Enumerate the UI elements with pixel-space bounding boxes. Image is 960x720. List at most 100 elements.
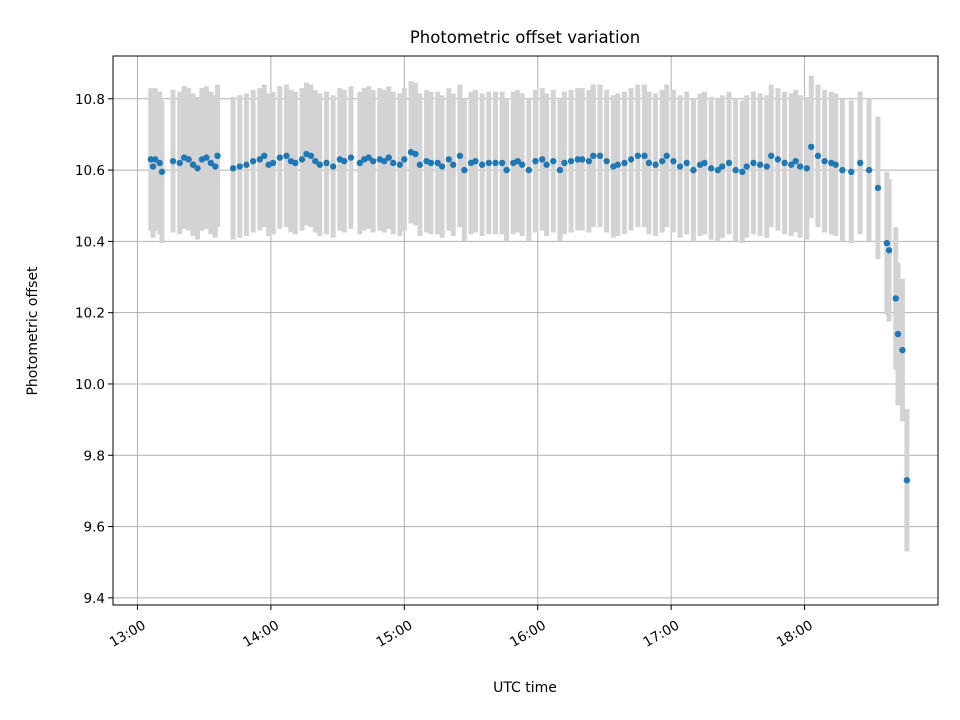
- data-point: [369, 157, 377, 165]
- data-point: [590, 152, 597, 160]
- data-point: [514, 157, 521, 165]
- data-point: [652, 161, 659, 168]
- y-tick-label: 9.4: [84, 591, 105, 607]
- data-point: [438, 163, 446, 170]
- data-point: [396, 161, 404, 168]
- data-point: [329, 163, 337, 170]
- data-point: [796, 163, 804, 170]
- data-point: [347, 154, 355, 161]
- data-point: [768, 152, 775, 160]
- data-point: [621, 159, 628, 167]
- y-tick-label: 10.4: [75, 234, 105, 250]
- data-point: [614, 161, 621, 168]
- data-point: [207, 159, 215, 167]
- data-point: [445, 156, 452, 163]
- y-tick-label: 9.6: [84, 520, 105, 536]
- data-point: [603, 157, 610, 165]
- data-point: [874, 184, 882, 192]
- y-tick-label: 10.2: [75, 306, 105, 322]
- data-point: [189, 161, 197, 168]
- data-point: [341, 157, 348, 165]
- y-tick-label: 10.0: [75, 377, 105, 393]
- data-point: [774, 156, 782, 163]
- data-point: [839, 166, 846, 174]
- y-axis: 9.4 9.6 9.8 10.0 10.2 10.4 10.6 10.8: [75, 92, 113, 607]
- data-point: [472, 157, 479, 165]
- data-point: [756, 161, 764, 168]
- data-point: [427, 159, 435, 167]
- data-point: [550, 157, 557, 165]
- data-point: [385, 154, 392, 161]
- data-point: [792, 157, 799, 165]
- data-point: [269, 159, 277, 167]
- data-point: [389, 159, 397, 167]
- data-point: [323, 159, 330, 167]
- data-point: [478, 161, 486, 168]
- data-point: [892, 295, 899, 302]
- data-point: [461, 166, 468, 174]
- data-point: [808, 143, 815, 151]
- data-point: [645, 159, 653, 167]
- data-point: [169, 157, 177, 165]
- data-point: [585, 157, 593, 165]
- plot-frame: [112, 55, 939, 606]
- data-point: [412, 150, 419, 158]
- data-point: [579, 156, 586, 163]
- data-point: [832, 161, 839, 168]
- data-point: [276, 154, 283, 161]
- data-point: [903, 477, 911, 484]
- y-tick-label: 10.6: [75, 163, 105, 179]
- data-point: [683, 159, 690, 167]
- data-point: [298, 156, 306, 163]
- data-point: [894, 330, 902, 338]
- data-points: [147, 143, 911, 484]
- data-point: [714, 166, 722, 174]
- data-point: [518, 161, 526, 168]
- data-point: [147, 156, 155, 163]
- data-point: [249, 157, 257, 165]
- data-point: [848, 168, 855, 176]
- data-point: [690, 166, 697, 174]
- data-point: [203, 154, 210, 161]
- data-point: [788, 161, 795, 168]
- data-point: [781, 159, 788, 167]
- data-point: [814, 152, 822, 160]
- data-point: [498, 159, 506, 167]
- data-point: [670, 157, 677, 165]
- data-point: [865, 166, 873, 174]
- data-point: [152, 156, 159, 163]
- data-point: [532, 157, 539, 165]
- data-point: [450, 161, 457, 168]
- data-point: [707, 165, 715, 172]
- data-point: [236, 163, 243, 170]
- data-point: [556, 166, 564, 174]
- data-point: [456, 152, 464, 160]
- y-tick-label: 9.8: [84, 448, 105, 464]
- data-point: [538, 156, 546, 163]
- data-point: [596, 152, 604, 160]
- data-point: [883, 239, 891, 247]
- data-point: [676, 163, 684, 170]
- data-point: [381, 157, 388, 165]
- chart-title: Photometric offset variation: [410, 28, 640, 47]
- y-tick-label: 10.8: [75, 92, 105, 108]
- data-point: [899, 346, 906, 354]
- data-point: [158, 168, 166, 176]
- data-point: [149, 163, 157, 170]
- data-point: [725, 159, 733, 167]
- data-point: [401, 156, 408, 163]
- data-point: [503, 166, 510, 174]
- data-point: [739, 168, 746, 176]
- data-point: [492, 159, 499, 167]
- data-point: [885, 247, 893, 254]
- data-point: [574, 156, 581, 163]
- data-point: [732, 166, 739, 174]
- data-point: [185, 156, 192, 163]
- data-point: [292, 159, 299, 167]
- data-point: [156, 159, 163, 167]
- data-point: [307, 152, 315, 160]
- y-axis-label: Photometric offset: [25, 266, 41, 396]
- data-point: [525, 166, 533, 174]
- data-point: [627, 156, 635, 163]
- data-point: [256, 156, 263, 163]
